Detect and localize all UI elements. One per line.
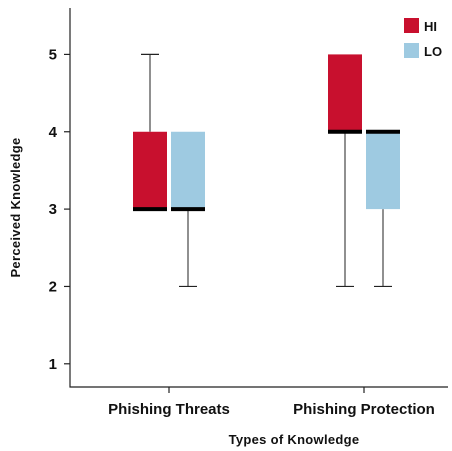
category-label: Phishing Protection xyxy=(293,401,435,418)
category-label: Phishing Threats xyxy=(108,401,230,418)
legend-swatch xyxy=(404,43,419,58)
category-labels: Phishing Threats Phishing Protection xyxy=(108,387,435,418)
iqr-box xyxy=(366,131,400,210)
legend-swatch xyxy=(404,18,419,33)
y-axis-title: Perceived Knowledge xyxy=(8,137,23,277)
box-lo-2 xyxy=(366,129,400,288)
y-tick-label: 1 xyxy=(49,356,57,373)
boxes xyxy=(133,53,400,288)
box-hi-1 xyxy=(133,53,167,212)
iqr-box xyxy=(133,131,167,210)
legend-label: LO xyxy=(424,44,442,59)
iqr-box xyxy=(328,54,362,132)
box-hi-2 xyxy=(328,54,362,288)
y-tick-label: 5 xyxy=(49,46,57,63)
box-lo-1 xyxy=(171,131,205,288)
legend-label: HI xyxy=(424,19,437,34)
y-tick-label: 3 xyxy=(49,201,57,218)
legend-item-lo: LO xyxy=(404,43,442,59)
y-ticks: 1 2 3 4 5 xyxy=(49,46,70,373)
x-axis-title: Types of Knowledge xyxy=(229,432,360,447)
legend: HI LO xyxy=(404,18,442,59)
axis-frame xyxy=(69,8,448,388)
y-tick-label: 2 xyxy=(49,278,57,295)
legend-item-hi: HI xyxy=(404,18,437,34)
y-tick-label: 4 xyxy=(49,124,58,141)
iqr-box xyxy=(171,131,205,210)
axes xyxy=(69,8,448,388)
